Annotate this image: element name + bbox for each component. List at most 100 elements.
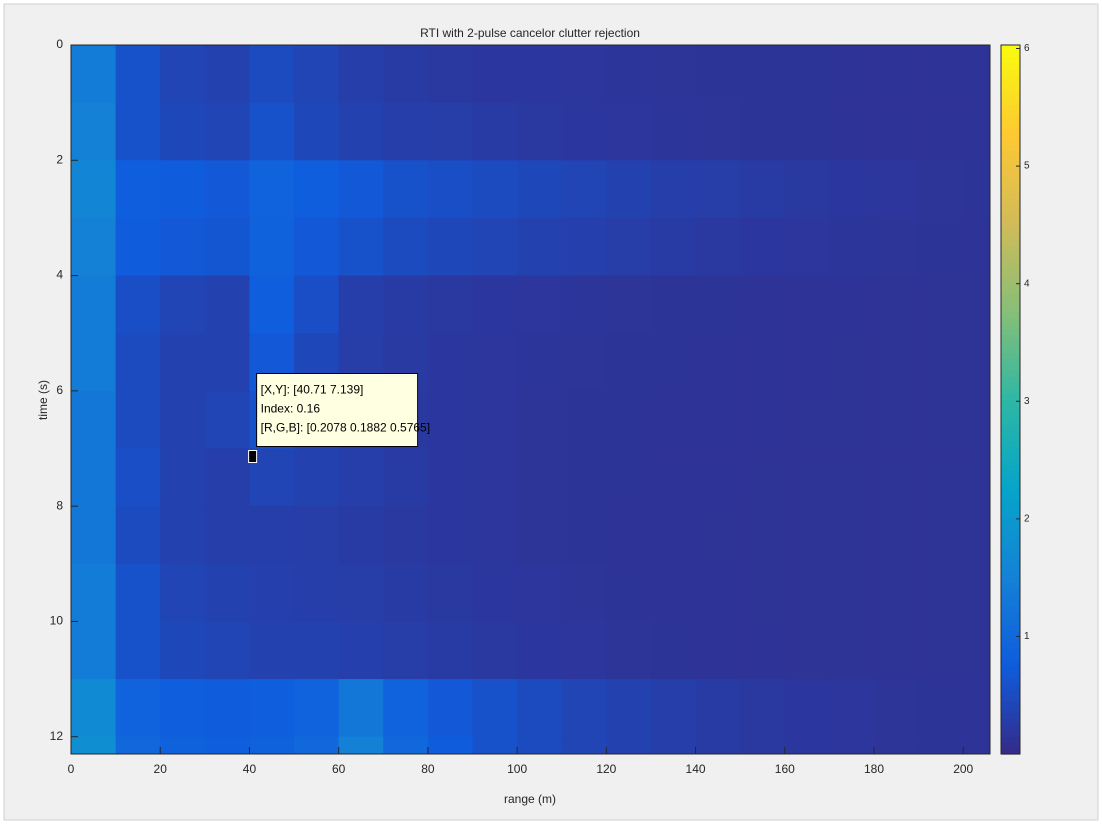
heat-cell: [785, 218, 830, 276]
colorbar-swatch: [1001, 376, 1020, 383]
colorbar-swatch: [1001, 594, 1020, 601]
colorbar-swatch: [1001, 500, 1020, 507]
heat-cell: [829, 45, 874, 103]
colorbar-swatch: [1001, 134, 1020, 141]
heat-cell: [874, 391, 919, 449]
heat-cell: [740, 448, 785, 506]
heat-cell: [249, 276, 294, 334]
heat-cell: [71, 391, 116, 449]
colorbar-swatch: [1001, 264, 1020, 271]
colorbar-swatch: [1001, 305, 1020, 312]
heat-cell: [160, 45, 205, 103]
heat-cell: [740, 218, 785, 276]
heat-cell: [517, 160, 562, 218]
heat-cell: [562, 333, 607, 391]
colorbar-swatch: [1001, 423, 1020, 430]
colorbar-swatch: [1001, 110, 1020, 117]
heat-cell: [428, 276, 473, 334]
heat-cell: [562, 276, 607, 334]
colorbar-swatch: [1001, 689, 1020, 696]
heat-cell: [160, 218, 205, 276]
heat-cell: [473, 737, 518, 755]
heat-cell: [517, 45, 562, 103]
heat-cell: [874, 564, 919, 622]
colorbar-swatch: [1001, 665, 1020, 672]
heat-cell: [963, 564, 990, 622]
colorbar-swatch: [1001, 346, 1020, 353]
colorbar-swatch: [1001, 240, 1020, 247]
heat-cell: [249, 564, 294, 622]
colorbar-swatch: [1001, 335, 1020, 342]
heat-cell: [919, 391, 964, 449]
heat-cell: [517, 679, 562, 737]
heat-cell: [829, 160, 874, 218]
colorbar-swatch: [1001, 317, 1020, 324]
heat-cell: [651, 564, 696, 622]
heat-cell: [785, 160, 830, 218]
heat-cell: [473, 621, 518, 679]
heat-cell: [473, 160, 518, 218]
heat-cell: [473, 391, 518, 449]
colorbar-swatch: [1001, 724, 1020, 731]
heat-cell: [71, 564, 116, 622]
heat-cell: [116, 103, 161, 161]
colorbar-swatch: [1001, 394, 1020, 401]
heat-cell: [696, 218, 741, 276]
colorbar-swatch: [1001, 683, 1020, 690]
heat-cell: [785, 276, 830, 334]
heat-cell: [383, 621, 428, 679]
heat-cell: [606, 218, 651, 276]
colorbar-swatch: [1001, 187, 1020, 194]
heat-cell: [785, 448, 830, 506]
heat-cell: [919, 679, 964, 737]
x-tick-label: 160: [775, 762, 795, 776]
heat-cell: [428, 679, 473, 737]
heat-cell: [785, 506, 830, 564]
heat-cell: [294, 276, 339, 334]
heat-cell: [160, 276, 205, 334]
datatip-text: [X,Y]: [40.71 7.139]: [261, 383, 364, 397]
heat-cell: [160, 333, 205, 391]
colorbar-swatch: [1001, 275, 1020, 282]
heat-cell: [205, 448, 250, 506]
heat-cell: [651, 103, 696, 161]
colorbar-tick-label: 1: [1024, 631, 1030, 642]
colorbar-swatch: [1001, 506, 1020, 513]
heat-cell: [116, 621, 161, 679]
colorbar-swatch: [1001, 547, 1020, 554]
heat-cell: [294, 160, 339, 218]
heat-cell: [874, 448, 919, 506]
heat-cell: [249, 737, 294, 755]
colorbar-tick-label: 6: [1024, 43, 1030, 54]
heat-cell: [71, 737, 116, 755]
heat-cell: [71, 218, 116, 276]
heat-cell: [785, 737, 830, 755]
heat-cell: [562, 103, 607, 161]
heat-cell: [160, 506, 205, 564]
heat-cell: [249, 218, 294, 276]
heat-cell: [116, 737, 161, 755]
colorbar-swatch: [1001, 742, 1020, 749]
datatip-text: Index: 0.16: [261, 402, 321, 416]
heat-cell: [473, 276, 518, 334]
heat-cell: [651, 621, 696, 679]
heat-cell: [294, 621, 339, 679]
heat-cell: [562, 621, 607, 679]
heat-cell: [71, 333, 116, 391]
heat-cell: [606, 103, 651, 161]
heat-cell: [339, 45, 384, 103]
colorbar-swatch: [1001, 707, 1020, 714]
heat-cell: [116, 218, 161, 276]
heat-cell: [562, 45, 607, 103]
y-tick-label: 8: [56, 498, 63, 512]
heat-cell: [517, 737, 562, 755]
datatip-marker[interactable]: [249, 451, 257, 463]
colorbar-swatch: [1001, 677, 1020, 684]
y-tick-label: 0: [56, 37, 63, 51]
heat-cell: [696, 448, 741, 506]
heat-cell: [71, 276, 116, 334]
heat-cell: [696, 564, 741, 622]
heat-cell: [963, 276, 990, 334]
heat-cell: [473, 333, 518, 391]
heat-cell: [116, 45, 161, 103]
